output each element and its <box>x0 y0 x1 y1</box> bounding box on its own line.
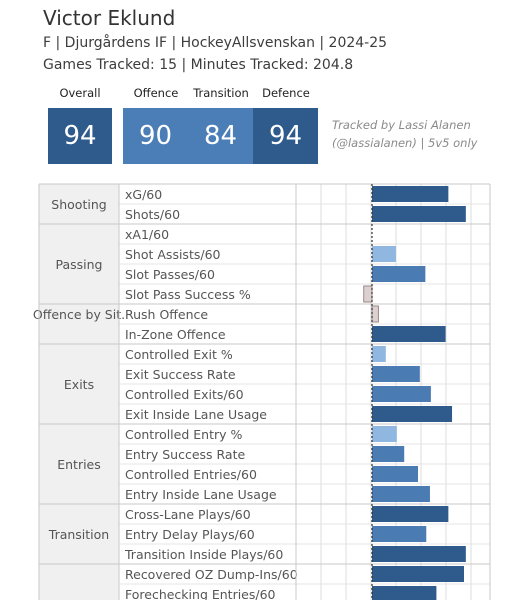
metric-bar <box>372 246 396 262</box>
metric-bar <box>372 366 420 382</box>
player-name: Victor Eklund <box>43 6 176 30</box>
metric-bar <box>372 426 397 442</box>
metric-bar <box>372 186 449 202</box>
metric-bar <box>372 446 405 462</box>
category-label: Shooting <box>51 197 106 212</box>
metric-label: In-Zone Offence <box>125 327 226 342</box>
overall-label: Overall <box>59 86 101 100</box>
metric-bar <box>372 206 466 222</box>
metric-label: Entry Inside Lane Usage <box>125 487 277 502</box>
metric-bar <box>372 586 437 600</box>
metric-bar <box>372 386 431 402</box>
category-label: Passing <box>56 257 103 272</box>
transition-label: Transition <box>193 86 249 100</box>
metric-label: xA1/60 <box>125 227 169 242</box>
defence-score: 94 <box>253 108 318 164</box>
overall-score: 94 <box>48 108 112 164</box>
category-column-bg <box>39 184 119 600</box>
metric-label: Controlled Exits/60 <box>125 387 244 402</box>
metric-bar <box>372 266 426 282</box>
tracker-credit: Tracked by Lassi Alanen (@lassialanen) |… <box>332 116 477 152</box>
metric-bar <box>372 346 386 362</box>
metric-label: Exit Success Rate <box>125 367 236 382</box>
metric-label: xG/60 <box>125 187 162 202</box>
category-label: Offence by Sit. <box>33 307 125 322</box>
metric-label: Shots/60 <box>125 207 180 222</box>
transition-score: 84 <box>188 108 253 164</box>
defence-label: Defence <box>262 86 310 100</box>
metric-label: Entry Delay Plays/60 <box>125 527 255 542</box>
metric-bar <box>363 285 373 303</box>
metric-label: Shot Assists/60 <box>125 247 221 262</box>
metric-label: Slot Pass Success % <box>125 287 251 302</box>
offence-label: Offence <box>133 86 179 100</box>
metric-bar <box>372 406 453 422</box>
metric-label: Forechecking Entries/60 <box>125 587 276 600</box>
offence-score: 90 <box>123 108 188 164</box>
metric-bar <box>372 506 449 522</box>
metric-bar <box>371 305 379 323</box>
metric-bar <box>372 326 446 342</box>
metric-label: Entry Success Rate <box>125 447 245 462</box>
tracked-summary: Games Tracked: 15 | Minutes Tracked: 204… <box>43 57 354 73</box>
credit-line-2: (@lassialanen) | 5v5 only <box>332 136 478 150</box>
metric-label: Controlled Entry % <box>125 427 242 442</box>
metric-label: Rush Offence <box>125 307 208 322</box>
metric-label: Slot Passes/60 <box>125 267 215 282</box>
category-label: Entries <box>57 457 101 472</box>
metric-label: Controlled Exit % <box>125 347 233 362</box>
metric-label: Transition Inside Plays/60 <box>124 547 283 562</box>
metric-bar <box>372 566 464 582</box>
metric-label: Recovered OZ Dump-Ins/60 <box>125 567 298 582</box>
category-label: Exits <box>64 377 94 392</box>
metric-bar <box>372 546 466 562</box>
metric-label: Exit Inside Lane Usage <box>125 407 267 422</box>
category-label: Transition <box>48 527 109 542</box>
metric-bar <box>372 466 418 482</box>
metric-bar <box>372 486 430 502</box>
metric-label: Cross-Lane Plays/60 <box>125 507 251 522</box>
metric-bar <box>372 526 427 542</box>
credit-line-1: Tracked by Lassi Alanen <box>332 118 471 132</box>
player-info: F | Djurgårdens IF | HockeyAllsvenskan |… <box>43 35 388 51</box>
metric-label: Controlled Entries/60 <box>125 467 257 482</box>
